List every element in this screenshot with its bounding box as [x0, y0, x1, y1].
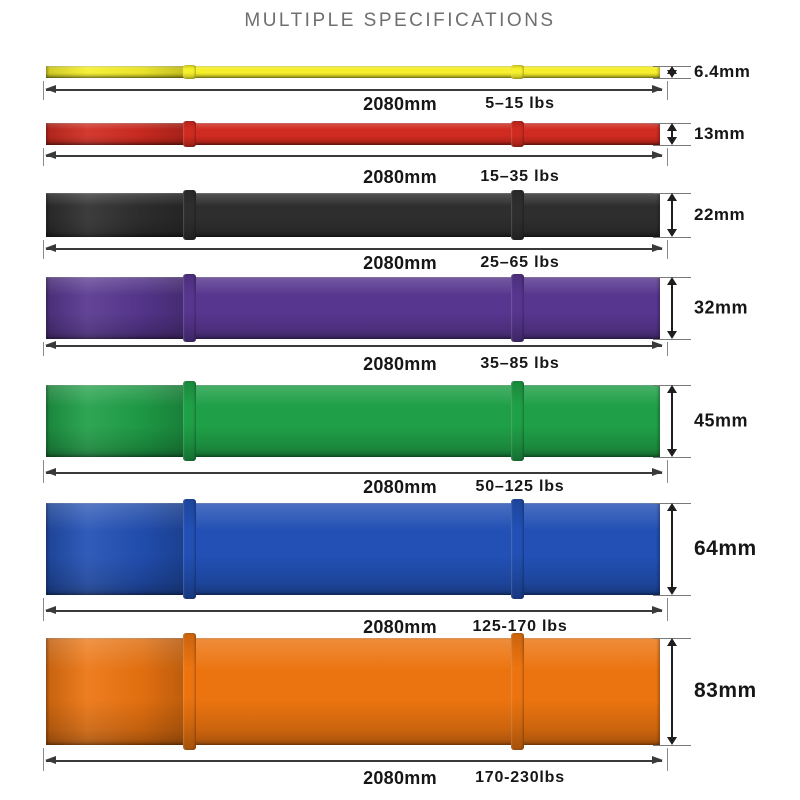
dimension-extension-line	[667, 460, 668, 483]
length-measure-arrow	[45, 151, 663, 159]
band-seam	[183, 381, 196, 461]
page-title: MULTIPLE SPECIFICATIONS	[244, 10, 556, 31]
dimension-extension-line	[43, 748, 44, 771]
length-label: 2080mm	[363, 167, 437, 187]
weight-label: 25–65 lbs	[480, 254, 560, 271]
dimension-extension-line	[43, 148, 44, 166]
length-label: 2080mm	[363, 768, 437, 788]
width-label: 6.4mm	[694, 62, 751, 81]
band-yellow	[46, 65, 660, 79]
dimension-extension-line	[43, 240, 44, 259]
width-label: 13mm	[694, 124, 746, 143]
band-seam	[183, 633, 196, 750]
dimension-extension-line	[667, 748, 668, 771]
dimension-extension-line	[667, 342, 668, 356]
width-measure-cap	[653, 595, 691, 596]
width-measure-arrow	[667, 638, 677, 745]
band-seam	[511, 633, 524, 750]
band-green	[46, 381, 660, 461]
band-seam	[183, 499, 196, 599]
dimension-extension-line	[667, 598, 668, 621]
width-label: 32mm	[694, 297, 749, 318]
band-seam	[511, 65, 524, 79]
length-label: 2080mm	[363, 94, 437, 114]
band-seam	[183, 65, 196, 79]
width-label: 83mm	[694, 679, 757, 702]
dimension-extension-line	[667, 81, 668, 100]
dimension-extension-line	[43, 598, 44, 621]
dimension-extension-line	[667, 148, 668, 166]
band-black	[46, 190, 660, 240]
length-measure-arrow	[45, 244, 663, 252]
dimension-extension-line	[43, 81, 44, 100]
length-measure-arrow	[45, 606, 663, 614]
width-measure-cap	[653, 145, 691, 146]
length-label: 2080mm	[363, 617, 437, 637]
width-label: 64mm	[694, 537, 757, 560]
width-measure-cap	[653, 237, 691, 238]
length-label: 2080mm	[363, 354, 437, 374]
width-measure-cap	[653, 78, 691, 79]
length-measure-arrow	[45, 85, 663, 93]
width-measure-arrow	[667, 503, 677, 595]
width-measure-cap	[653, 339, 691, 340]
length-measure-arrow	[45, 341, 663, 349]
band-blue	[46, 499, 660, 599]
weight-label: 170-230lbs	[475, 769, 565, 786]
length-measure-arrow	[45, 756, 663, 764]
dimension-extension-line	[43, 342, 44, 356]
length-measure-arrow	[45, 468, 663, 476]
width-label: 45mm	[694, 410, 749, 431]
band-seam	[511, 121, 524, 147]
dimension-extension-line	[667, 240, 668, 259]
band-seam	[511, 499, 524, 599]
weight-label: 5–15 lbs	[485, 95, 555, 112]
width-measure-arrow	[667, 123, 677, 145]
weight-label: 15–35 lbs	[480, 168, 560, 185]
width-measure-cap	[653, 745, 691, 746]
length-label: 2080mm	[363, 477, 437, 497]
length-label: 2080mm	[363, 253, 437, 273]
band-seam	[183, 121, 196, 147]
weight-label: 35–85 lbs	[480, 355, 560, 372]
width-measure-arrow	[667, 385, 677, 457]
width-measure-arrow	[667, 193, 677, 237]
band-seam	[183, 274, 196, 342]
dimension-extension-line	[43, 460, 44, 483]
band-seam	[183, 190, 196, 240]
band-seam	[511, 381, 524, 461]
weight-label: 50–125 lbs	[475, 478, 565, 495]
band-seam	[511, 190, 524, 240]
band-seam	[511, 274, 524, 342]
width-measure-cap	[653, 457, 691, 458]
width-measure-arrow	[667, 277, 677, 339]
width-label: 22mm	[694, 205, 746, 224]
weight-label: 125-170 lbs	[472, 618, 568, 635]
band-purple	[46, 274, 660, 342]
width-measure-arrow	[667, 66, 677, 78]
band-red	[46, 121, 660, 147]
band-orange	[46, 633, 660, 750]
